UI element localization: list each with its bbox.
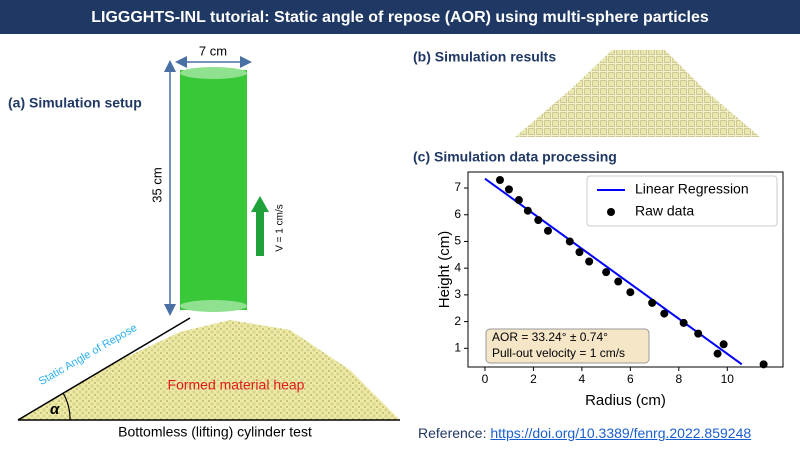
data-point — [504, 185, 513, 194]
data-point — [626, 288, 635, 297]
caption: Bottomless (lifting) cylinder test — [118, 424, 312, 440]
data-point — [514, 196, 523, 205]
y-tick-label: 1 — [454, 340, 461, 354]
x-tick-label: 10 — [721, 372, 735, 386]
reference-link[interactable]: https://doi.org/10.3389/fenrg.2022.85924… — [490, 425, 752, 441]
angle-line — [17, 317, 191, 421]
annotation-box — [485, 328, 650, 364]
velocity-label: V = 1 cm/s — [275, 204, 286, 252]
data-point — [713, 349, 722, 358]
legend-swatch — [607, 208, 615, 216]
data-point — [694, 329, 703, 338]
legend-box — [586, 175, 778, 227]
data-point — [679, 318, 688, 327]
slide-title: LIGGGHTS-INL tutorial: Static angle of r… — [91, 9, 709, 26]
legend-label: Linear Regression — [635, 181, 749, 197]
y-tick-label: 4 — [454, 260, 461, 274]
data-point — [614, 277, 623, 286]
data-point — [585, 257, 594, 266]
x-tick-label: 6 — [627, 372, 634, 386]
width-label: 7 cm — [199, 43, 227, 58]
x-tick-label: 0 — [482, 372, 489, 386]
data-point — [719, 340, 728, 349]
data-point — [495, 176, 504, 185]
data-point — [565, 237, 574, 246]
reference: Reference: https://doi.org/10.3389/fenrg… — [418, 425, 751, 441]
panel-label: (a) Simulation setup — [8, 95, 142, 111]
reference-label: Reference: — [418, 425, 487, 441]
y-tick-label: 6 — [454, 207, 461, 221]
annotation: Pull-out velocity = 1 cm/s — [492, 346, 625, 360]
y-tick-label: 7 — [454, 180, 461, 194]
height-label: 35 cm — [149, 167, 164, 202]
y-tick-label: 5 — [454, 234, 461, 248]
x-tick-label: 2 — [530, 372, 537, 386]
legend-label: Raw data — [635, 203, 694, 219]
annotation: AOR = 33.24° ± 0.74° — [492, 330, 608, 344]
panel-label: (b) Simulation results — [413, 49, 556, 65]
data-point — [543, 226, 552, 235]
data-point — [575, 248, 584, 257]
x-tick-label: 4 — [579, 372, 586, 386]
alpha-label: α — [50, 401, 60, 418]
angle-arc — [62, 392, 71, 421]
cylinder-bottom — [180, 300, 247, 312]
data-point — [523, 206, 532, 215]
y-tick-label: 3 — [454, 287, 461, 301]
y-axis-label: Height (cm) — [436, 231, 453, 309]
data-point — [648, 298, 657, 307]
cylinder-top — [180, 67, 247, 79]
panel-label: (c) Simulation data processing — [413, 149, 617, 165]
results-heap — [515, 50, 760, 137]
heap — [18, 320, 400, 420]
data-point — [660, 309, 669, 318]
x-tick-label: 8 — [675, 372, 682, 386]
data-point — [534, 216, 543, 225]
data-point — [759, 360, 768, 369]
y-tick-label: 2 — [454, 314, 461, 328]
heap-label: Formed material heap — [168, 377, 305, 393]
data-point — [602, 268, 611, 277]
x-axis-label: Radius (cm) — [585, 392, 666, 409]
title-bar — [0, 0, 800, 34]
cylinder — [180, 70, 247, 310]
velocity-arrow — [251, 196, 269, 256]
